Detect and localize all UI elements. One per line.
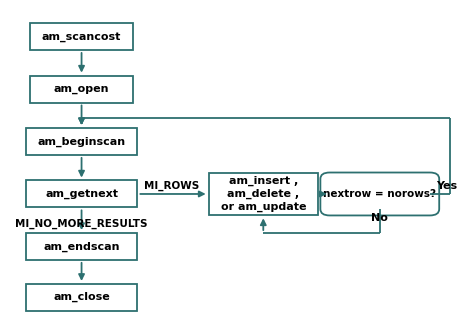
Text: am_insert ,
am_delete ,
or am_update: am_insert , am_delete , or am_update xyxy=(220,176,306,212)
FancyBboxPatch shape xyxy=(30,75,133,102)
Text: Yes: Yes xyxy=(436,181,457,191)
FancyBboxPatch shape xyxy=(26,128,137,155)
Text: am_open: am_open xyxy=(54,84,110,94)
Text: am_close: am_close xyxy=(53,292,110,302)
FancyBboxPatch shape xyxy=(208,172,318,216)
Text: MI_NO_MORE_RESULTS: MI_NO_MORE_RESULTS xyxy=(15,219,148,229)
Text: No: No xyxy=(371,213,388,223)
FancyBboxPatch shape xyxy=(30,23,133,50)
Text: MI_ROWS: MI_ROWS xyxy=(144,181,200,191)
Text: am_beginscan: am_beginscan xyxy=(37,136,126,147)
FancyBboxPatch shape xyxy=(26,233,137,260)
FancyBboxPatch shape xyxy=(26,180,137,207)
FancyBboxPatch shape xyxy=(320,172,439,216)
FancyBboxPatch shape xyxy=(26,284,137,311)
Text: am_endscan: am_endscan xyxy=(43,241,120,252)
Text: nextrow = norows?: nextrow = norows? xyxy=(323,189,436,199)
Text: am_scancost: am_scancost xyxy=(42,31,121,42)
Text: am_getnext: am_getnext xyxy=(45,189,118,199)
